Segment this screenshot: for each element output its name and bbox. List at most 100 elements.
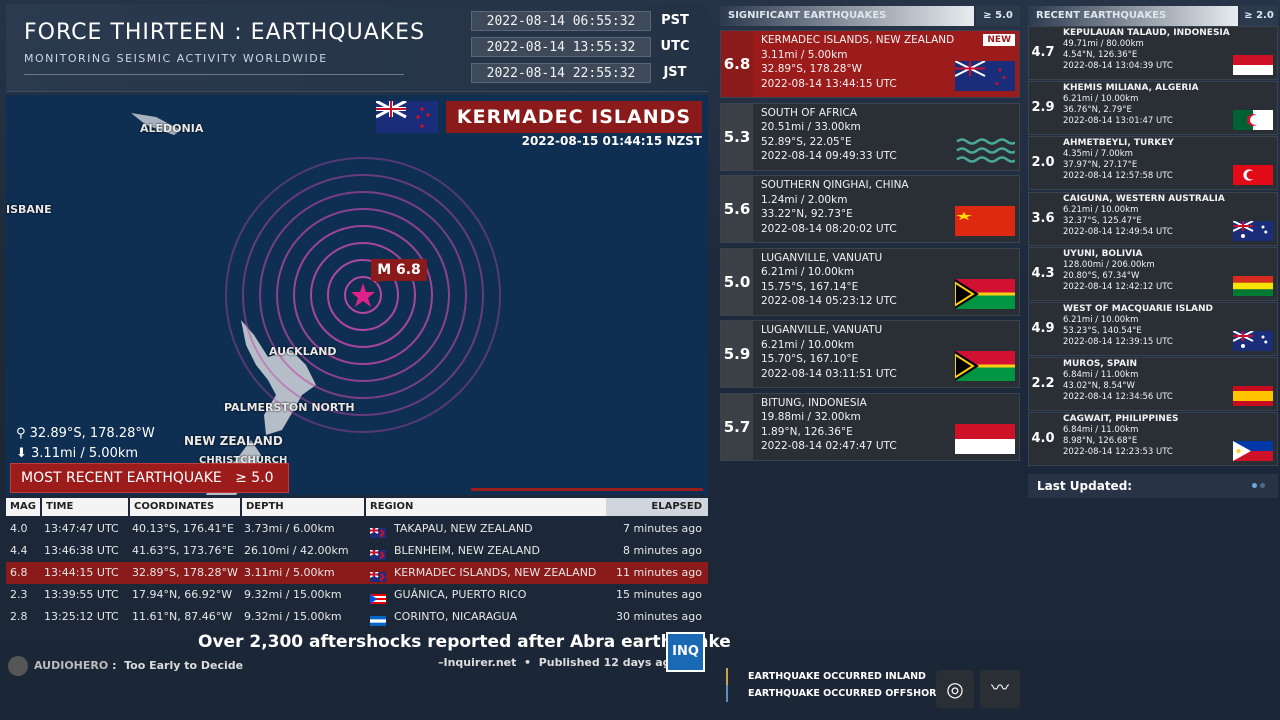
quake-coords: 53.23°S, 140.54°E bbox=[1063, 326, 1142, 336]
country-flag-icon bbox=[1233, 441, 1273, 462]
recent-quake-card[interactable]: 4.7 KEPULAUAN TALAUD, INDONESIA 49.71mi … bbox=[1028, 26, 1278, 80]
recent-quake-card[interactable]: 2.0 AHMETBEYLI, TURKEY 4.35mi / 7.00km 3… bbox=[1028, 136, 1278, 191]
recent-quake-card[interactable]: 2.9 KHEMIS MILIANA, ALGERIA 6.21mi / 10.… bbox=[1028, 81, 1278, 136]
news-headline[interactable]: Over 2,300 aftershocks reported after Ab… bbox=[198, 632, 731, 652]
quake-coords: 37.97°N, 27.17°E bbox=[1063, 160, 1138, 171]
seismograph-logo-icon: 〰 bbox=[980, 670, 1020, 708]
city-label: ALEDONIA bbox=[140, 122, 204, 135]
significant-quake-card[interactable]: 5.3 SOUTH OF AFRICA 20.51mi / 33.00km 52… bbox=[720, 102, 1020, 171]
quake-magnitude: 4.0 bbox=[1031, 431, 1055, 447]
quake-time: 2022-08-14 12:42:12 UTC bbox=[1063, 281, 1173, 292]
quake-magnitude: 4.7 bbox=[1031, 45, 1055, 60]
row-mag: 2.3 bbox=[10, 588, 28, 601]
country-flag-icon bbox=[954, 278, 1015, 309]
recent-quake-card[interactable]: 4.3 UYUNI, BOLIVIA 128.00mi / 206.00km 2… bbox=[1028, 246, 1278, 301]
quake-details: BITUNG, INDONESIA 19.88mi / 32.00km 1.89… bbox=[761, 396, 897, 454]
quake-region: WEST OF MACQUARIE ISLAND bbox=[1063, 304, 1214, 314]
quake-coords: 36.76°N, 2.79°E bbox=[1063, 105, 1132, 116]
row-region: TAKAPAU, NEW ZEALAND bbox=[369, 518, 533, 540]
table-row[interactable]: 4.0 13:47:47 UTC 40.13°S, 176.41°E 3.73m… bbox=[6, 518, 708, 540]
quake-time: 2022-08-14 09:49:33 UTC bbox=[761, 150, 897, 162]
quake-depth: 20.51mi / 33.00km bbox=[761, 121, 861, 133]
quake-time: 2022-08-14 12:39:15 UTC bbox=[1063, 337, 1173, 347]
app-title: FORCE THIRTEEN : EARTHQUAKES bbox=[24, 20, 426, 45]
quake-coords: 43.02°N, 8.54°W bbox=[1063, 381, 1135, 392]
quake-coords: 32.37°S, 125.47°E bbox=[1063, 215, 1142, 226]
quake-depth: 3.11mi / 5.00km bbox=[761, 48, 848, 61]
quake-depth: 6.21mi / 10.00km bbox=[761, 266, 855, 278]
country-flag-icon bbox=[1233, 55, 1273, 75]
quake-region: KHEMIS MILIANA, ALGERIA bbox=[1063, 83, 1199, 94]
quake-details: KHEMIS MILIANA, ALGERIA 6.21mi / 10.00km… bbox=[1063, 83, 1199, 127]
country-flag-icon bbox=[955, 206, 1015, 236]
quake-magnitude: 4.9 bbox=[1031, 321, 1055, 336]
significant-quake-card[interactable]: 5.0 LUGANVILLE, VANUATU 6.21mi / 10.00km… bbox=[720, 247, 1020, 316]
row-depth: 9.32mi / 15.00km bbox=[244, 588, 342, 601]
loading-dot-icon bbox=[1260, 483, 1265, 488]
quake-coords: 15.70°S, 167.10°E bbox=[761, 353, 859, 365]
quake-region: KEPULAUAN TALAUD, INDONESIA bbox=[1063, 28, 1230, 38]
recent-quake-card[interactable]: 4.9 WEST OF MACQUARIE ISLAND 6.21mi / 10… bbox=[1028, 302, 1278, 356]
header-divider bbox=[24, 74, 404, 75]
progress-bar bbox=[471, 488, 703, 491]
quake-details: SOUTH OF AFRICA 20.51mi / 33.00km 52.89°… bbox=[761, 106, 897, 164]
row-elapsed: 8 minutes ago bbox=[623, 544, 702, 557]
row-coords: 41.63°S, 173.76°E bbox=[132, 544, 234, 557]
quake-coords: 52.89°S, 22.05°E bbox=[761, 135, 852, 148]
clock-jst-label: JST bbox=[663, 65, 687, 80]
country-flag-icon bbox=[1232, 219, 1273, 241]
quake-details: UYUNI, BOLIVIA 128.00mi / 206.00km 20.80… bbox=[1063, 249, 1173, 293]
table-row[interactable]: 4.4 13:46:38 UTC 41.63°S, 173.76°E 26.10… bbox=[6, 540, 708, 562]
quake-details: LUGANVILLE, VANUATU 6.21mi / 10.00km 15.… bbox=[761, 323, 897, 381]
legend-offshore: EARTHQUAKE OCCURRED OFFSHORE bbox=[726, 685, 1020, 702]
audiohero-logo-icon bbox=[8, 656, 28, 676]
epicenter-star-icon bbox=[351, 283, 375, 307]
new-badge: NEW bbox=[983, 34, 1015, 46]
row-region: BLENHEIM, NEW ZEALAND bbox=[369, 540, 540, 562]
table-row[interactable]: 6.8 13:44:15 UTC 32.89°S, 178.28°W 3.11m… bbox=[6, 562, 708, 584]
quake-magnitude: 5.6 bbox=[721, 176, 753, 242]
row-time: 13:44:15 UTC bbox=[44, 566, 119, 579]
col-header-depth: DEPTH bbox=[242, 498, 364, 516]
country-flag-icon bbox=[369, 524, 386, 538]
row-depth: 9.32mi / 15.00km bbox=[244, 610, 342, 623]
recent-quake-card[interactable]: 4.0 CAGWAIT, PHILIPPINES 6.84mi / 11.00k… bbox=[1028, 412, 1278, 467]
row-elapsed: 11 minutes ago bbox=[616, 566, 702, 579]
clock-pst-label: PST bbox=[661, 13, 689, 28]
quake-magnitude: 4.3 bbox=[1031, 265, 1055, 281]
quake-magnitude: 2.0 bbox=[1031, 155, 1055, 171]
recent-quake-card[interactable]: 3.6 CAIGUNA, WESTERN AUSTRALIA 6.21mi / … bbox=[1028, 191, 1278, 246]
row-region: GUÁNICA, PUERTO RICO bbox=[370, 584, 526, 606]
event-depth: ⬇ 3.11mi / 5.00km bbox=[16, 446, 139, 461]
row-elapsed: 30 minutes ago bbox=[616, 610, 702, 623]
quake-region: SOUTHERN QINGHAI, CHINA bbox=[761, 179, 909, 191]
quake-details: SOUTHERN QINGHAI, CHINA 1.24mi / 2.00km … bbox=[761, 178, 909, 236]
significant-quake-card[interactable]: 5.7 BITUNG, INDONESIA 19.88mi / 32.00km … bbox=[720, 392, 1020, 461]
quake-magnitude: 2.2 bbox=[1031, 376, 1055, 392]
recent-header: RECENT EARTHQUAKES bbox=[1028, 6, 1238, 26]
quake-time: 2022-08-14 13:01:47 UTC bbox=[1063, 116, 1173, 127]
row-time: 13:39:55 UTC bbox=[44, 588, 119, 601]
row-depth: 3.11mi / 5.00km bbox=[244, 566, 335, 579]
significant-quake-card[interactable]: 5.9 LUGANVILLE, VANUATU 6.21mi / 10.00km… bbox=[720, 320, 1020, 388]
row-time: 13:46:38 UTC bbox=[44, 544, 119, 557]
significant-quake-card[interactable]: 5.6 SOUTHERN QINGHAI, CHINA 1.24mi / 2.0… bbox=[720, 175, 1020, 243]
row-mag: 4.4 bbox=[10, 544, 28, 557]
recent-quake-card[interactable]: 2.2 MUROS, SPAIN 6.84mi / 11.00km 43.02°… bbox=[1028, 357, 1278, 412]
table-row[interactable]: 2.8 13:25:12 UTC 11.61°N, 87.46°W 9.32mi… bbox=[6, 606, 708, 628]
col-header-elapsed: ELAPSED bbox=[606, 498, 708, 516]
quake-region: LUGANVILLE, VANUATU bbox=[761, 251, 883, 264]
quake-time: 2022-08-14 12:34:56 UTC bbox=[1063, 392, 1173, 403]
quake-region: MUROS, SPAIN bbox=[1063, 359, 1137, 370]
significant-header: SIGNIFICANT EARTHQUAKES bbox=[720, 6, 974, 26]
significant-quake-card[interactable]: 6.8 KERMADEC ISLANDS, NEW ZEALAND 3.11mi… bbox=[720, 30, 1020, 98]
table-row[interactable]: 2.3 13:39:55 UTC 17.94°N, 66.92°W 9.32mi… bbox=[6, 584, 708, 606]
quake-details: CAIGUNA, WESTERN AUSTRALIA 6.21mi / 10.0… bbox=[1063, 194, 1225, 238]
country-flag-icon bbox=[370, 612, 386, 626]
quake-region: AHMETBEYLI, TURKEY bbox=[1063, 138, 1174, 149]
quake-magnitude: 5.3 bbox=[721, 103, 753, 170]
epicenter-map[interactable]: ALEDONIA ISBANE AUCKLAND PALMERSTON NORT… bbox=[6, 95, 708, 495]
event-location-title: KERMADEC ISLANDS bbox=[446, 101, 702, 133]
depth-arrow-icon: ⬇ bbox=[16, 446, 32, 461]
quake-magnitude: 2.9 bbox=[1031, 100, 1055, 116]
